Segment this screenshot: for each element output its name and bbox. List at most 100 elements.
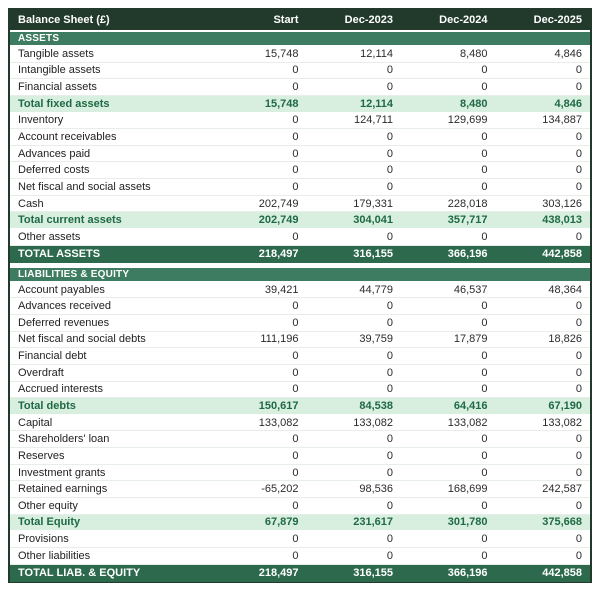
table-row: Financial assets 0 0 0 0 xyxy=(10,79,590,96)
cell-value: 4,846 xyxy=(554,47,582,60)
cell-value: 301,780 xyxy=(447,516,488,529)
row-label: Net fiscal and social assets xyxy=(18,180,151,193)
row-label: Deferred revenues xyxy=(18,316,110,329)
cell-value: 0 xyxy=(292,499,299,512)
cell-value: 0 xyxy=(481,549,488,562)
cell-value: 0 xyxy=(575,383,582,396)
cell-value: 0 xyxy=(292,350,299,363)
row-label: Financial assets xyxy=(18,81,97,94)
cell-value: 0 xyxy=(575,366,582,379)
table-row: Inventory 0 124,711 129,699 134,887 xyxy=(10,112,590,130)
cell-value: 0 xyxy=(292,533,299,546)
cell-value: 0 xyxy=(481,533,488,546)
row-label: TOTAL LIAB. & EQUITY xyxy=(18,567,141,580)
cell-value: 67,879 xyxy=(264,516,299,529)
cell-value: 0 xyxy=(575,533,582,546)
cell-value: 39,759 xyxy=(359,333,393,346)
cell-value: 67,190 xyxy=(548,399,582,412)
cell-value: 0 xyxy=(575,466,582,479)
cell-value: 0 xyxy=(575,131,582,144)
cell-value: 111,196 xyxy=(260,333,299,346)
cell-value: 0 xyxy=(481,433,488,446)
cell-value: 0 xyxy=(481,316,488,329)
cell-value: 0 xyxy=(386,164,393,177)
cell-value: 0 xyxy=(481,300,488,313)
cell-value: 0 xyxy=(386,64,393,77)
table-row: Account payables 39,421 44,779 46,537 48,364 xyxy=(10,281,590,299)
cell-value: 0 xyxy=(386,147,393,160)
cell-value: 0 xyxy=(292,230,299,243)
cell-value: 0 xyxy=(481,350,488,363)
column-header-dec-2023: Dec-2023 xyxy=(344,14,393,26)
cell-value: 0 xyxy=(386,383,393,396)
cell-value: 133,082 xyxy=(542,416,582,429)
table-header-row: Balance Sheet (£) Start Dec-2023 Dec-202… xyxy=(10,10,590,32)
cell-value: 46,537 xyxy=(453,283,488,296)
cell-value: 133,082 xyxy=(447,416,488,429)
cell-value: 0 xyxy=(575,433,582,446)
cell-value: 202,749 xyxy=(258,197,299,210)
cell-value: 228,018 xyxy=(447,197,488,210)
column-header-start: Start xyxy=(273,14,299,26)
cell-value: 124,711 xyxy=(354,114,393,127)
cell-value: 0 xyxy=(481,164,488,177)
cell-value: 357,717 xyxy=(447,214,488,227)
table-row: Net fiscal and social debts 111,196 39,759… xyxy=(10,331,590,349)
row-label: Deferred costs xyxy=(18,164,90,177)
cell-value: 0 xyxy=(386,131,393,144)
column-header-dec-2024: Dec-2024 xyxy=(439,14,488,26)
cell-value: 0 xyxy=(386,300,393,313)
cell-value: 8,480 xyxy=(459,47,488,60)
cell-value: 64,416 xyxy=(453,399,488,412)
cell-value: 0 xyxy=(575,316,582,329)
table-row: Other assets 0 0 0 0 xyxy=(10,229,590,246)
subtotal-row: Total Equity 67,879 231,617 301,780 375,668 xyxy=(10,514,590,532)
cell-value: 0 xyxy=(481,64,488,77)
row-label: Account payables xyxy=(18,283,105,296)
table-row: Reserves 0 0 0 0 xyxy=(10,448,590,465)
cell-value: 0 xyxy=(386,366,393,379)
cell-value: 0 xyxy=(481,499,488,512)
cell-value: 0 xyxy=(292,549,299,562)
row-label: Tangible assets xyxy=(18,47,94,60)
cell-value: 12,114 xyxy=(359,97,393,110)
cell-value: 0 xyxy=(575,230,582,243)
cell-value: 366,196 xyxy=(447,248,488,261)
cell-value: 0 xyxy=(292,114,299,127)
subtotal-row: Total debts 150,617 84,538 64,416 67,190 xyxy=(10,398,590,415)
cell-value: 0 xyxy=(292,131,299,144)
cell-value: 0 xyxy=(386,180,393,193)
cell-value: 0 xyxy=(292,180,299,193)
table-row: Deferred revenues 0 0 0 0 xyxy=(10,314,590,332)
cell-value: 0 xyxy=(386,316,393,329)
cell-value: 0 xyxy=(386,499,393,512)
cell-value: 0 xyxy=(575,449,582,462)
cell-value: 304,041 xyxy=(353,214,393,227)
cell-value: 218,497 xyxy=(258,567,299,580)
row-label: Advances received xyxy=(18,300,111,313)
table-row: Overdraft 0 0 0 0 xyxy=(10,364,590,382)
cell-value: 0 xyxy=(481,230,488,243)
row-label: TOTAL ASSETS xyxy=(18,248,101,261)
cell-value: 0 xyxy=(292,81,299,94)
row-label: Total debts xyxy=(18,399,76,412)
row-label: Provisions xyxy=(18,533,69,546)
row-label: Account receivables xyxy=(18,131,117,144)
total-row: TOTAL ASSETS 218,497 316,155 366,196 442,858 xyxy=(10,245,590,263)
cell-value: 179,331 xyxy=(353,197,393,210)
cell-value: 12,114 xyxy=(360,47,393,60)
table-row: Cash 202,749 179,331 228,018 303,126 xyxy=(10,195,590,213)
row-label: Accrued interests xyxy=(18,383,103,396)
cell-value: 0 xyxy=(386,230,393,243)
cell-value: 0 xyxy=(386,549,393,562)
table-row: Advances paid 0 0 0 0 xyxy=(10,145,590,163)
cell-value: 168,699 xyxy=(447,483,488,496)
cell-value: 0 xyxy=(386,350,393,363)
cell-value: 0 xyxy=(292,300,299,313)
row-label: ASSETS xyxy=(18,33,60,44)
row-label: Financial debt xyxy=(18,350,87,363)
subtotal-row: Total fixed assets 15,748 12,114 8,480 4,846 xyxy=(10,95,590,113)
cell-value: 0 xyxy=(386,81,393,94)
cell-value: 442,858 xyxy=(542,248,582,261)
cell-value: 133,082 xyxy=(258,416,299,429)
